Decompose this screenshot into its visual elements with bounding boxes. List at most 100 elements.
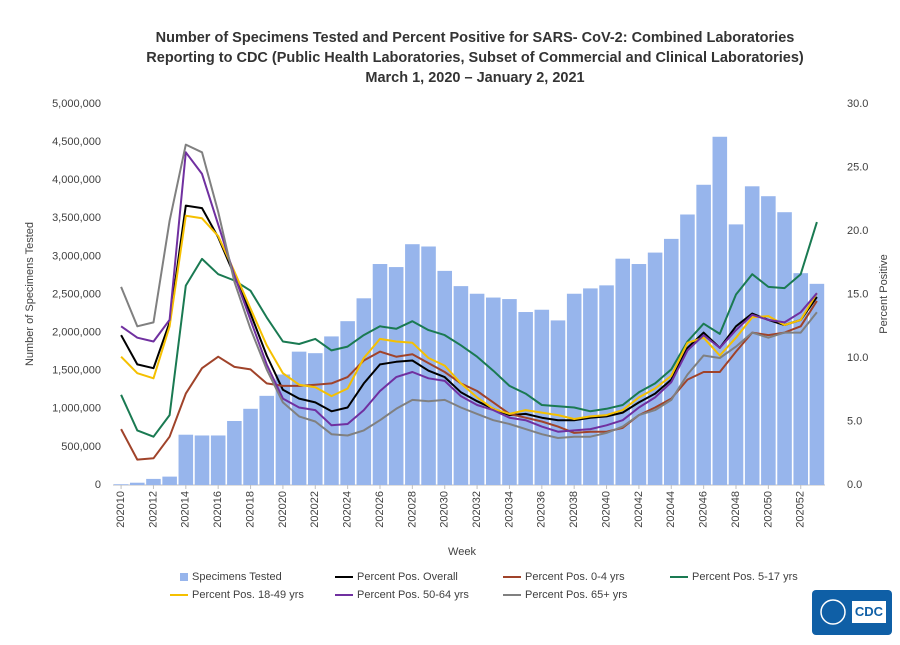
y2-tick-label: 30.0 xyxy=(847,98,868,110)
bar xyxy=(146,478,161,485)
x-tick-label: 202042 xyxy=(633,491,645,528)
bar xyxy=(728,224,744,485)
line xyxy=(120,300,818,461)
legend-label: Percent Pos. Overall xyxy=(357,571,458,583)
legend-label: Percent Pos. 0-4 yrs xyxy=(525,571,625,583)
y-tick-label: 2,000,000 xyxy=(52,327,101,339)
logo-text: CDC xyxy=(855,604,884,619)
x-tick-label: 202050 xyxy=(762,491,774,528)
x-tick-label: 202036 xyxy=(536,491,548,528)
y-axis-label: Number of Specimens Tested xyxy=(24,222,36,366)
y-tick-label: 1,500,000 xyxy=(52,365,101,377)
y2-tick-label: 10.0 xyxy=(847,352,868,364)
y-tick-label: 1,000,000 xyxy=(52,403,101,415)
x-tick-label: 202028 xyxy=(406,491,418,528)
bar xyxy=(113,484,129,485)
bar xyxy=(388,267,404,485)
y2-tick-label: 25.0 xyxy=(847,161,868,173)
bar xyxy=(259,395,275,485)
x-tick-label: 202032 xyxy=(471,491,483,528)
legend-swatch xyxy=(180,573,188,581)
x-tick-label: 202038 xyxy=(568,491,580,528)
y2-tick-label: 0.0 xyxy=(847,479,862,491)
bar xyxy=(421,246,436,485)
bar xyxy=(372,264,388,485)
bar xyxy=(761,196,776,485)
x-tick-label: 202046 xyxy=(698,491,710,528)
line xyxy=(120,151,818,433)
bar xyxy=(178,434,194,485)
x-tick-label: 202048 xyxy=(730,491,742,528)
bar xyxy=(356,298,372,485)
bar xyxy=(469,293,485,485)
bar xyxy=(405,244,420,485)
bar xyxy=(129,482,145,485)
y-tick-label: 4,000,000 xyxy=(52,174,101,186)
y-tick-label: 500,000 xyxy=(61,441,101,453)
bar xyxy=(453,286,469,485)
x-tick-label: 202044 xyxy=(665,491,677,528)
chart-title: Reporting to CDC (Public Health Laborato… xyxy=(146,50,804,66)
bar xyxy=(583,288,598,485)
legend-label: Percent Pos. 5-17 yrs xyxy=(692,571,798,583)
y2-tick-label: 15.0 xyxy=(847,288,868,300)
chart-title: March 1, 2020 – January 2, 2021 xyxy=(365,70,584,86)
chart-title: Number of Specimens Tested and Percent P… xyxy=(156,30,795,46)
x-tick-label: 202040 xyxy=(600,491,612,528)
bar xyxy=(744,186,760,485)
legend-label: Percent Pos. 65+ yrs xyxy=(525,589,628,601)
bar xyxy=(502,299,517,485)
bar xyxy=(227,420,242,485)
bar xyxy=(485,297,501,485)
x-tick-label: 202052 xyxy=(795,491,807,528)
bar xyxy=(777,212,792,486)
bar xyxy=(518,312,533,485)
y2-tick-label: 5.0 xyxy=(847,415,862,427)
bar xyxy=(243,408,258,485)
x-tick-label: 202024 xyxy=(342,491,354,528)
bar xyxy=(566,293,582,485)
x-tick-label: 202026 xyxy=(374,491,386,528)
bar xyxy=(194,435,210,485)
x-tick-label: 202030 xyxy=(439,491,451,528)
y2-tick-label: 20.0 xyxy=(847,225,868,237)
bar xyxy=(793,273,809,485)
y-tick-label: 4,500,000 xyxy=(52,136,101,148)
y2-axis-label: Percent Positive xyxy=(878,254,890,333)
legend-label: Specimens Tested xyxy=(192,571,282,583)
x-tick-label: 202020 xyxy=(277,491,289,528)
x-tick-label: 202022 xyxy=(309,491,321,528)
line xyxy=(120,143,818,439)
logo-box xyxy=(852,601,886,623)
bar xyxy=(550,320,566,485)
y-tick-label: 3,000,000 xyxy=(52,250,101,262)
y-tick-label: 5,000,000 xyxy=(52,98,101,110)
logo-seal xyxy=(820,599,846,625)
x-tick-label: 202034 xyxy=(503,491,515,528)
y-tick-label: 2,500,000 xyxy=(52,288,101,300)
bar xyxy=(712,136,728,486)
bar xyxy=(210,435,226,485)
y-tick-label: 0 xyxy=(95,479,101,491)
bar xyxy=(663,238,679,485)
bar xyxy=(599,285,614,485)
bar xyxy=(275,374,291,485)
x-axis-label: Week xyxy=(448,546,476,558)
x-tick-label: 202012 xyxy=(147,491,159,528)
bar xyxy=(631,264,647,485)
bar xyxy=(615,258,631,485)
bar xyxy=(809,283,825,485)
legend-label: Percent Pos. 50-64 yrs xyxy=(357,589,469,601)
x-tick-label: 202010 xyxy=(115,491,127,528)
y-tick-label: 3,500,000 xyxy=(52,212,101,224)
bar xyxy=(340,321,355,485)
bar xyxy=(534,309,550,485)
bar xyxy=(647,252,663,485)
x-tick-label: 202016 xyxy=(212,491,224,528)
legend-label: Percent Pos. 18-49 yrs xyxy=(192,589,304,601)
x-tick-label: 202018 xyxy=(244,491,256,528)
bar xyxy=(162,476,177,485)
x-tick-label: 202014 xyxy=(180,491,192,528)
logo: CDC xyxy=(812,590,892,635)
